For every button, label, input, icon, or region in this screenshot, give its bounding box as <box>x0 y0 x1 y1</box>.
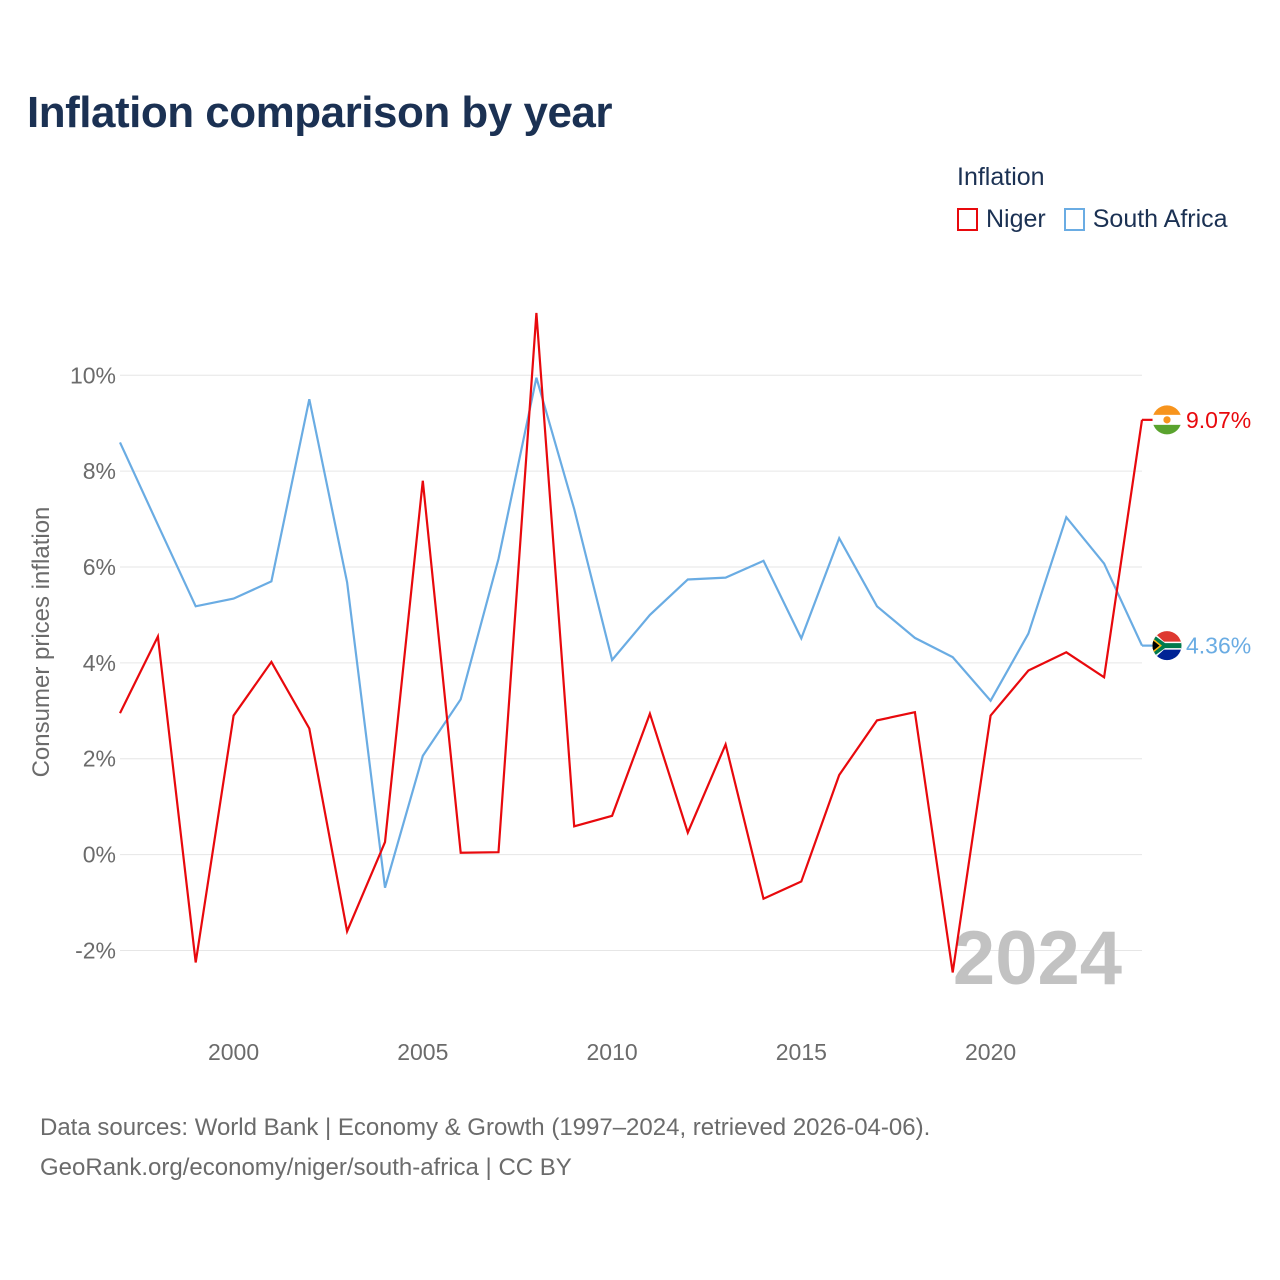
legend-label-south-africa: South Africa <box>1092 205 1228 233</box>
series-line-niger[interactable] <box>119 312 1144 973</box>
x-tick-label: 2005 <box>397 1039 448 1065</box>
y-tick-label: -2% <box>75 937 116 963</box>
source-note: Data sources: World Bank | Economy & Gro… <box>40 1108 930 1188</box>
legend-item-niger[interactable]: Niger <box>957 205 1046 234</box>
legend-swatch-south-africa <box>1063 208 1085 231</box>
niger-flag-icon <box>1152 405 1182 435</box>
x-tick-label: 2000 <box>208 1039 259 1065</box>
y-tick-label: 6% <box>83 554 116 580</box>
legend-title: Inflation <box>957 163 1045 191</box>
x-tick-label: 2010 <box>586 1039 637 1065</box>
y-tick-label: 8% <box>83 458 116 484</box>
y-tick-label: 10% <box>70 362 116 388</box>
y-tick-label: 2% <box>83 746 116 772</box>
series-line-south-africa[interactable] <box>119 377 1143 889</box>
y-tick-label: 0% <box>83 842 116 868</box>
x-tick-label: 2015 <box>776 1039 827 1065</box>
legend-swatch-niger <box>957 208 978 231</box>
legend-item-south-africa[interactable]: South Africa <box>1063 205 1228 234</box>
year-annotation: 2024 <box>953 916 1122 1001</box>
legend: Niger South Africa <box>957 205 1246 234</box>
legend-label-niger: Niger <box>986 205 1046 233</box>
end-value-label-niger: 9.07% <box>1186 407 1251 433</box>
chart-title: Inflation comparison by year <box>27 88 613 137</box>
south-africa-flag-icon <box>1152 631 1182 661</box>
x-tick-label: 2020 <box>965 1039 1016 1065</box>
y-tick-label: 4% <box>83 650 116 676</box>
end-value-label-south-africa: 4.36% <box>1186 633 1251 659</box>
source-line-2[interactable]: GeoRank.org/economy/niger/south-africa |… <box>40 1154 572 1181</box>
source-line-1: Data sources: World Bank | Economy & Gro… <box>40 1114 931 1141</box>
